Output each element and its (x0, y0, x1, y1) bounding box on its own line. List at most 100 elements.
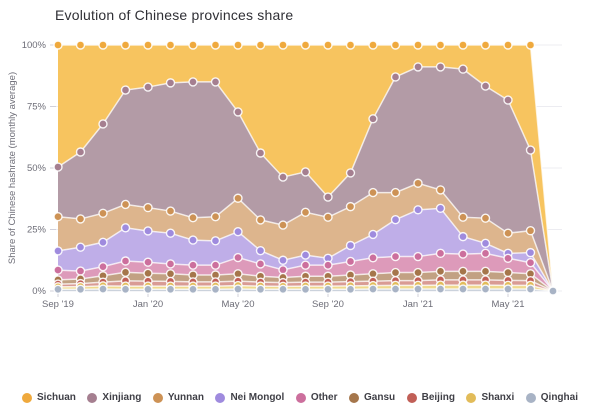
data-point-nei-mongol[interactable] (120, 223, 131, 233)
data-point-xinjiang[interactable] (120, 85, 131, 95)
data-point-xinjiang[interactable] (480, 81, 491, 91)
data-point-other[interactable] (390, 251, 401, 262)
data-point-nei-mongol[interactable] (368, 229, 378, 240)
data-point-qinghai[interactable] (53, 284, 63, 294)
data-point-xinjiang[interactable] (75, 147, 86, 157)
data-point-yunnan[interactable] (165, 206, 176, 216)
data-point-gansu[interactable] (503, 267, 513, 278)
data-point-yunnan[interactable] (323, 212, 333, 222)
data-point-xinjiang[interactable] (233, 107, 243, 117)
data-point-other[interactable] (188, 260, 198, 270)
data-point-qinghai[interactable] (368, 284, 378, 294)
data-point-yunnan[interactable] (53, 212, 63, 222)
data-point-nei-mongol[interactable] (278, 255, 288, 265)
legend-item-qinghai[interactable]: Qinghai (525, 392, 578, 403)
data-point-nei-mongol[interactable] (75, 242, 86, 252)
data-point-xinjiang[interactable] (278, 172, 288, 182)
data-point-nei-mongol[interactable] (345, 240, 356, 251)
data-point-nei-mongol[interactable] (480, 238, 491, 248)
data-point-xinjiang[interactable] (345, 168, 356, 178)
data-point-other[interactable] (210, 260, 221, 270)
data-point-nei-mongol[interactable] (300, 250, 311, 260)
data-point-other[interactable] (75, 266, 86, 276)
data-point-sichuan[interactable] (98, 40, 108, 50)
data-point-other[interactable] (345, 256, 356, 267)
data-point-nei-mongol[interactable] (188, 235, 198, 245)
data-point-sichuan[interactable] (143, 40, 153, 50)
data-point-xinjiang[interactable] (143, 82, 153, 92)
legend-item-xinjiang[interactable]: Xinjiang (87, 392, 141, 403)
data-point-qinghai[interactable] (233, 284, 243, 294)
data-point-other[interactable] (368, 253, 378, 263)
data-point-yunnan[interactable] (188, 212, 198, 223)
data-point-sichuan[interactable] (165, 40, 176, 50)
data-point-sichuan[interactable] (75, 40, 86, 50)
data-point-nei-mongol[interactable] (143, 226, 153, 236)
data-point-yunnan[interactable] (233, 193, 243, 203)
data-point-qinghai[interactable] (255, 284, 266, 294)
data-point-nei-mongol[interactable] (165, 228, 176, 238)
data-point-other[interactable] (458, 249, 468, 259)
data-point-xinjiang[interactable] (188, 77, 198, 87)
data-point-sichuan[interactable] (233, 40, 243, 50)
data-point-sichuan[interactable] (435, 40, 446, 50)
data-point-yunnan[interactable] (345, 201, 356, 212)
data-point-sichuan[interactable] (323, 40, 333, 50)
data-point-qinghai[interactable] (390, 284, 401, 294)
data-point-other[interactable] (435, 248, 446, 259)
data-point-xinjiang[interactable] (525, 145, 536, 155)
chart-svg[interactable]: 0% 25% 50% 75% 100% Sep '19 Jan '20 May '20 Sep … (0, 0, 600, 332)
data-point-sichuan[interactable] (300, 40, 311, 50)
data-point-xinjiang[interactable] (503, 95, 513, 105)
data-point-nei-mongol[interactable] (53, 246, 63, 256)
data-point-xinjiang[interactable] (390, 72, 401, 82)
data-point-qinghai[interactable] (75, 284, 86, 294)
data-point-qinghai[interactable] (345, 284, 356, 294)
data-point-qinghai[interactable] (120, 284, 131, 294)
data-point-qinghai[interactable] (98, 284, 108, 294)
data-point-nei-mongol[interactable] (255, 245, 266, 256)
data-point-sichuan[interactable] (210, 40, 221, 50)
data-point-qinghai[interactable] (548, 286, 558, 296)
data-point-nei-mongol[interactable] (210, 236, 221, 246)
data-point-qinghai[interactable] (503, 284, 513, 294)
data-point-yunnan[interactable] (458, 212, 468, 222)
data-point-sichuan[interactable] (278, 40, 288, 50)
data-point-qinghai[interactable] (300, 284, 311, 294)
data-point-other[interactable] (255, 259, 266, 269)
data-point-gansu[interactable] (435, 266, 446, 277)
legend-item-nei-mongol[interactable]: Nei Mongol (215, 392, 284, 403)
data-point-nei-mongol[interactable] (233, 227, 243, 237)
data-point-yunnan[interactable] (255, 215, 266, 225)
data-point-other[interactable] (480, 248, 491, 259)
data-point-gansu[interactable] (165, 269, 176, 279)
legend-item-other[interactable]: Other (295, 392, 338, 403)
data-point-gansu[interactable] (413, 267, 423, 278)
data-point-gansu[interactable] (480, 266, 491, 277)
data-point-other[interactable] (413, 251, 423, 262)
data-point-sichuan[interactable] (120, 40, 131, 50)
data-point-yunnan[interactable] (210, 212, 221, 222)
data-point-qinghai[interactable] (525, 284, 536, 294)
data-point-other[interactable] (503, 253, 513, 263)
data-point-other[interactable] (53, 265, 63, 275)
legend-item-yunnan[interactable]: Yunnan (152, 392, 204, 403)
chart-plot-area[interactable]: 0% 25% 50% 75% 100% Sep '19 Jan '20 May '20 Sep … (0, 0, 600, 332)
data-point-other[interactable] (525, 258, 536, 268)
data-point-other[interactable] (300, 260, 311, 270)
data-point-xinjiang[interactable] (368, 114, 378, 124)
data-point-yunnan[interactable] (480, 213, 491, 223)
data-point-xinjiang[interactable] (53, 162, 63, 172)
data-point-xinjiang[interactable] (255, 148, 266, 158)
data-point-sichuan[interactable] (255, 40, 266, 50)
data-point-gansu[interactable] (458, 266, 468, 277)
data-point-xinjiang[interactable] (300, 167, 311, 177)
legend-item-sichuan[interactable]: Sichuan (22, 392, 76, 403)
data-point-sichuan[interactable] (413, 40, 423, 50)
data-point-yunnan[interactable] (390, 187, 401, 198)
data-point-yunnan[interactable] (503, 228, 513, 238)
data-point-xinjiang[interactable] (413, 62, 423, 72)
data-point-sichuan[interactable] (480, 40, 491, 50)
data-point-qinghai[interactable] (480, 284, 491, 294)
data-point-other[interactable] (323, 260, 333, 270)
